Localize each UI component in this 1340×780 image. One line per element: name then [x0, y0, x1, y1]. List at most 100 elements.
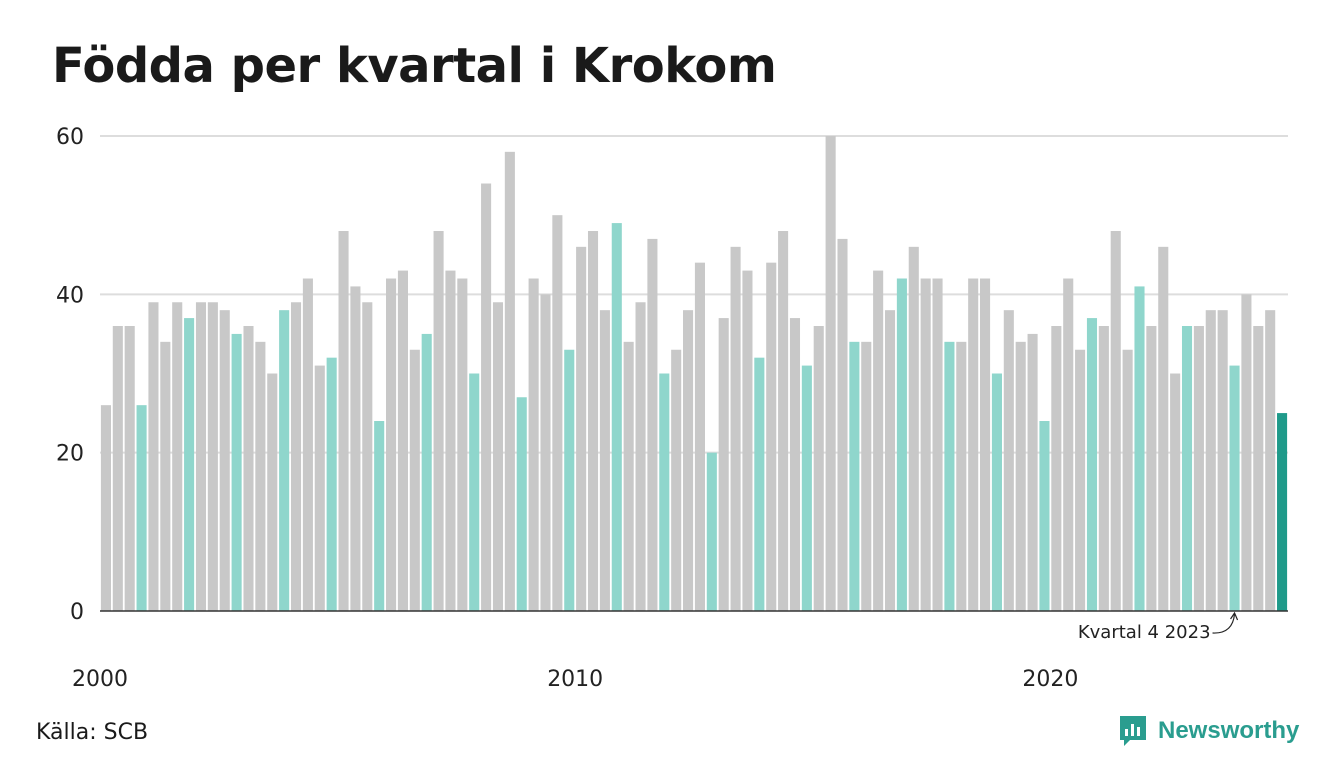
bar-2008-q3	[504, 151, 515, 612]
bar-2021-q4	[1134, 286, 1145, 611]
annotation-arrow	[1212, 613, 1236, 634]
bar-2015-q3	[837, 238, 848, 611]
bar-2014-q4	[801, 365, 812, 611]
bar-2024-q2	[1253, 326, 1264, 611]
bar-2005-q3	[362, 302, 373, 611]
x-tick-label: 2010	[547, 667, 603, 692]
source-label: Källa: SCB	[36, 720, 149, 745]
bar-2020-q2	[1063, 278, 1074, 611]
bar-2000-q3	[124, 326, 135, 611]
newsworthy-icon	[1120, 716, 1146, 746]
bar-2002-q4	[231, 333, 242, 611]
bar-2002-q2	[207, 302, 218, 611]
y-tick-label: 40	[56, 283, 84, 308]
bar-2006-q1	[386, 278, 397, 611]
bar-2016-q4	[896, 278, 907, 611]
bar-2020-q4	[1086, 318, 1098, 611]
bar-2013-q2	[730, 246, 741, 612]
bar-2000-q1	[100, 405, 111, 611]
bar-2022-q4	[1181, 326, 1193, 611]
bar-2016-q3	[884, 310, 896, 611]
bar-2020-q3	[1075, 349, 1086, 611]
bar-2008-q2	[492, 302, 504, 611]
bar-2013-q1	[718, 318, 729, 611]
bar-2004-q2	[302, 278, 313, 611]
bar-2003-q4	[279, 310, 290, 611]
bar-2014-q3	[789, 318, 801, 611]
bar-2003-q3	[267, 373, 278, 611]
bar-2003-q1	[243, 326, 254, 611]
bar-2023-q3	[1217, 310, 1228, 611]
bar-2002-q3	[219, 310, 230, 611]
bar-2015-q4	[849, 341, 860, 611]
bar-2019-q1	[1003, 310, 1014, 611]
bar-2012-q4	[706, 452, 717, 611]
bar-2022-q1	[1146, 326, 1157, 611]
bar-2024-q1	[1241, 294, 1252, 611]
bar-2010-q3	[599, 310, 610, 611]
bar-2021-q2	[1110, 231, 1121, 611]
bar-2018-q3	[980, 278, 991, 611]
bar-2024-q3	[1265, 310, 1276, 611]
bar-2009-q2	[540, 294, 551, 611]
annotation-label: Kvartal 4 2023	[1078, 622, 1211, 643]
bar-2017-q1	[908, 246, 919, 612]
bar-2002-q1	[195, 302, 207, 611]
bar-2000-q4	[136, 405, 147, 611]
brand-name: Newsworthy	[1158, 717, 1300, 744]
bar-2014-q1	[766, 262, 777, 611]
bar-2018-q4	[991, 373, 1002, 611]
bar-2021-q3	[1122, 349, 1133, 611]
bar-2010-q4	[611, 223, 622, 612]
bar-2004-q4	[326, 357, 337, 611]
bar-2022-q3	[1170, 373, 1181, 611]
bar-2020-q1	[1051, 326, 1062, 611]
bar-2006-q2	[397, 270, 408, 611]
bar-2023-q4	[1229, 365, 1240, 611]
bar-2001-q2	[160, 341, 171, 611]
bar-2001-q1	[148, 302, 159, 611]
bar-2013-q3	[742, 270, 753, 611]
bar-2012-q1	[671, 349, 682, 611]
bar-2021-q1	[1098, 326, 1109, 611]
bar-2009-q4	[564, 349, 575, 611]
bar-2011-q4	[659, 373, 670, 611]
bar-2017-q3	[932, 278, 943, 611]
bar-2000-q2	[112, 326, 123, 611]
y-tick-label: 20	[56, 442, 84, 467]
bar-2018-q2	[968, 278, 979, 611]
bar-2006-q3	[409, 349, 420, 611]
axis-layer: 0 20 40 60 2000 2010 2020 Kvartal 4 2023	[56, 125, 1288, 692]
bar-2014-q2	[778, 231, 789, 611]
bar-2001-q4	[184, 318, 195, 611]
bar-2004-q1	[290, 302, 302, 611]
bar-2010-q2	[587, 231, 599, 611]
bar-2008-q4	[516, 397, 527, 611]
bar-2003-q2	[255, 341, 266, 611]
bar-2012-q3	[694, 262, 705, 611]
bar-2007-q3	[457, 278, 468, 611]
bar-2017-q4	[944, 341, 955, 611]
bar-2022-q2	[1158, 246, 1169, 612]
bar-2001-q3	[172, 302, 183, 611]
bar-2024-q4	[1277, 413, 1288, 611]
bars-layer	[100, 136, 1288, 612]
bar-2005-q4	[374, 421, 385, 611]
bar-2023-q2	[1205, 310, 1216, 611]
brand-logo: Newsworthy	[1118, 714, 1299, 748]
bar-2015-q2	[825, 136, 836, 611]
y-tick-label: 0	[70, 600, 84, 625]
bar-2009-q3	[552, 215, 563, 611]
bar-2011-q1	[623, 341, 634, 611]
bar-2019-q3	[1027, 333, 1038, 611]
bar-2013-q4	[754, 357, 765, 611]
bar-2018-q1	[956, 341, 967, 611]
bar-2023-q1	[1193, 326, 1204, 611]
bar-2015-q1	[813, 326, 824, 611]
bar-2006-q4	[421, 333, 432, 611]
bar-chart: 0 20 40 60 2000 2010 2020 Kvartal 4 2023	[56, 125, 1288, 692]
grid-layer	[100, 135, 1288, 454]
y-tick-label: 60	[56, 125, 84, 150]
bar-2005-q1	[338, 231, 349, 611]
bar-2016-q2	[873, 270, 884, 611]
